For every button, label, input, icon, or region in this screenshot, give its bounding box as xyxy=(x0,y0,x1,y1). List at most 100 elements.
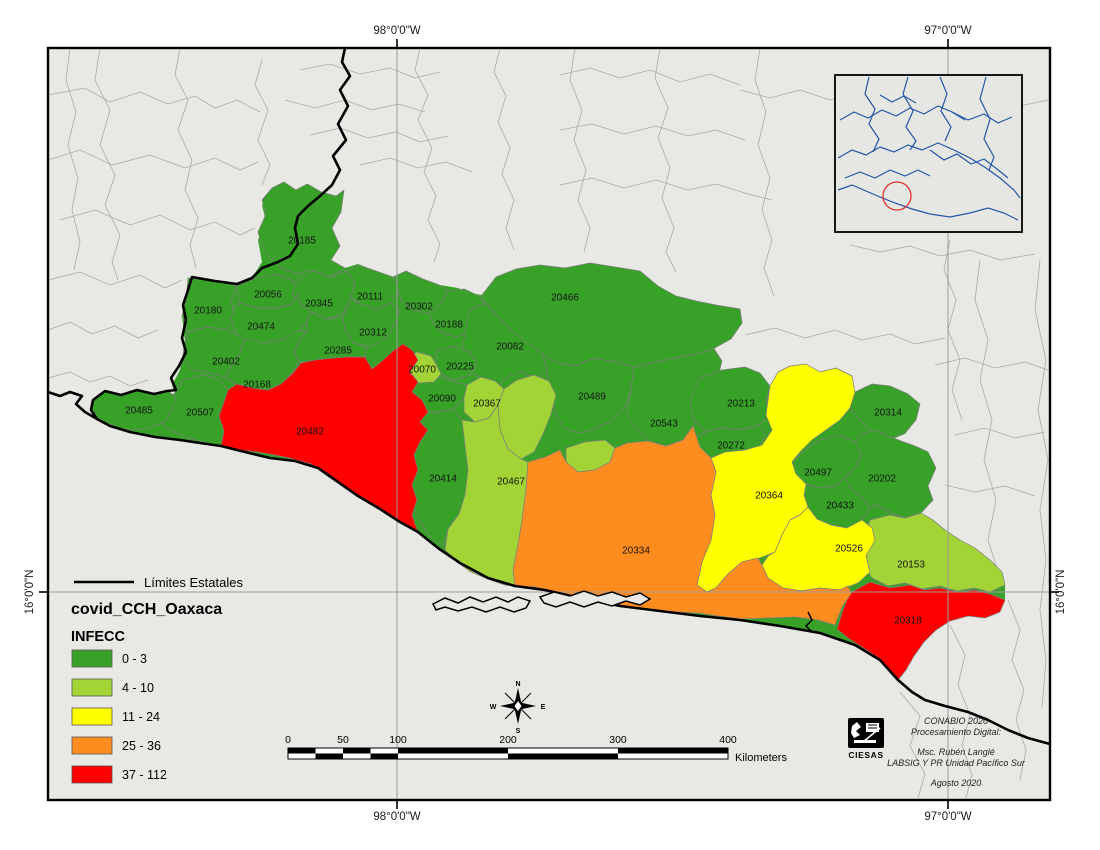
compass-w-label: W xyxy=(490,704,497,711)
inset-state-line xyxy=(902,76,917,151)
inset-state-line xyxy=(837,142,1021,199)
credits-line xyxy=(858,737,1054,747)
neighbor-boundary-line xyxy=(59,209,256,236)
legend-class-label: 11 - 24 xyxy=(122,710,160,724)
neighbor-boundary-line xyxy=(493,47,515,251)
municipality-label: 20497 xyxy=(804,468,832,479)
municipality-label: 20225 xyxy=(446,362,474,373)
municipality-label: 20202 xyxy=(868,474,896,485)
municipality-label: 20070 xyxy=(408,365,436,376)
inset-state-line xyxy=(864,76,880,153)
inset-map xyxy=(834,74,1023,233)
ciesas-logo-text: CIESAS xyxy=(848,750,883,760)
legend-boundary-label: Límites Estatales xyxy=(144,575,243,590)
lon-label-bottom-98: 98°0'0"W xyxy=(373,811,420,823)
credits-line: Msc. Rubén Langlé xyxy=(917,747,995,758)
legend-field-label: INFECC xyxy=(71,629,126,645)
scale-bar-tick-label: 200 xyxy=(499,734,517,746)
scale-bar-segment xyxy=(618,748,728,754)
scale-bar-tick-label: 50 xyxy=(337,734,349,746)
legend-swatch xyxy=(71,649,113,668)
neighbor-boundary-line xyxy=(934,357,1049,371)
neighbor-boundary-line xyxy=(1007,599,1027,781)
neighbor-boundary-line xyxy=(359,157,473,173)
neighbor-boundary-line xyxy=(559,123,746,141)
scale-bar-segment xyxy=(370,748,398,754)
scale-bar-segment xyxy=(315,748,343,754)
scale-bar-segment xyxy=(288,753,316,759)
neighbor-boundary-line xyxy=(284,99,426,113)
inset-state-line xyxy=(844,169,931,179)
municipality-label: 20185 xyxy=(288,236,316,247)
legend-classes: 0 - 3 4 - 10 11 - 24 25 - 36 37 - 112 xyxy=(71,649,167,784)
municipality-label: 20318 xyxy=(894,616,922,627)
municipality-label: 20466 xyxy=(551,293,579,304)
lat-label-left: 16°0'0"N xyxy=(24,570,36,615)
legend-class-label: 25 - 36 xyxy=(122,739,161,753)
inset-state-line xyxy=(837,184,1019,221)
municipality-label: 20082 xyxy=(496,342,524,353)
neighbor-boundary-line xyxy=(559,177,773,201)
credits-line: CONABIO 2020 xyxy=(923,716,989,726)
coastal-lagoon xyxy=(538,590,652,608)
legend-title: covid_CCH_Oaxaca xyxy=(71,601,222,618)
neighbor-boundary-line xyxy=(47,271,183,289)
neighbor-boundary-line xyxy=(94,47,121,281)
neighbor-boundary-line xyxy=(47,87,261,113)
legend-swatch xyxy=(71,678,113,697)
municipality-label: 20467 xyxy=(497,477,525,488)
neighbor-boundary-line xyxy=(944,484,1036,497)
inset-state-line xyxy=(879,94,917,104)
municipality-label: 20402 xyxy=(212,357,240,368)
coastal-lagoon xyxy=(431,596,532,613)
municipality-label: 20414 xyxy=(429,474,457,485)
lon-label-top-97: 97°0'0"W xyxy=(924,25,971,37)
lon-label-bottom-97: 97°0'0"W xyxy=(924,811,971,823)
municipality-label: 20168 xyxy=(243,380,271,391)
municipality-shape xyxy=(481,262,743,368)
legend: Límites Estatales covid_CCH_Oaxaca INFEC… xyxy=(71,575,243,784)
grid-ticks xyxy=(39,39,1059,809)
scale-bar-tick-label: 0 xyxy=(285,734,291,746)
legend-class-label: 0 - 3 xyxy=(122,652,147,666)
municipality-label: 20433 xyxy=(826,501,854,512)
municipality-label: 20056 xyxy=(254,290,282,301)
scale-bar-segment xyxy=(618,753,728,759)
scale-bar-segment xyxy=(508,748,618,754)
neighbor-boundary-line xyxy=(754,47,775,297)
scale-bar-segment xyxy=(398,753,508,759)
municipality-label: 20485 xyxy=(125,406,153,417)
credits-line xyxy=(858,768,1054,778)
inset-state-line xyxy=(839,105,966,121)
neighbor-boundary-line xyxy=(744,327,946,345)
municipality-label: 20180 xyxy=(194,306,222,317)
neighbor-boundary-line xyxy=(65,47,81,271)
ciesas-logo: CIESAS xyxy=(848,718,884,760)
neighbor-boundary-line xyxy=(47,321,159,339)
legend-class-label: 4 - 10 xyxy=(122,681,154,695)
municipality-label: 20526 xyxy=(835,544,863,555)
map-frame xyxy=(46,46,1052,802)
scale-bar-segment xyxy=(288,748,316,754)
compass-e-label: E xyxy=(541,704,546,711)
scale-bar: 0 50 100 200 300 400 Kilometers xyxy=(285,734,787,764)
scale-bar-segment xyxy=(315,753,343,759)
inset-highlight-circle xyxy=(882,181,912,211)
neighbor-boundary-line xyxy=(899,691,926,799)
neighbor-boundary-line xyxy=(174,47,199,269)
neighbor-boundary-line xyxy=(559,67,741,86)
municipality-label: 20302 xyxy=(405,302,433,313)
scale-bar-unit: Kilometers xyxy=(735,752,787,764)
neighbor-boundary-line xyxy=(849,244,1036,261)
municipality-label: 20153 xyxy=(897,560,925,571)
neighbor-boundary-line xyxy=(414,47,441,263)
neighbor-boundary-line xyxy=(47,149,259,171)
neighbor-boundary-line xyxy=(299,63,441,79)
inset-state-line xyxy=(939,76,952,142)
municipality-shape xyxy=(844,429,937,519)
neighbor-boundaries xyxy=(47,47,1049,799)
inset-state-line xyxy=(951,111,1013,124)
